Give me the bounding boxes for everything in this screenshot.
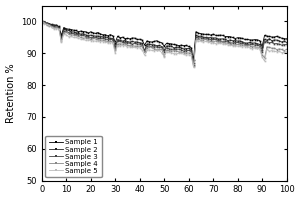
Sample 2: [94, 35, 98, 37]
Sample 4: [153, 47, 156, 50]
Sample 4: [40, 20, 44, 23]
Sample 5: [236, 45, 239, 47]
Line: Sample 5: Sample 5: [41, 20, 290, 68]
Line: Sample 4: Sample 4: [41, 21, 290, 67]
Sample 5: [287, 49, 291, 51]
Sample 3: [236, 41, 239, 44]
Line: Sample 1: Sample 1: [41, 20, 290, 61]
Y-axis label: Retention %: Retention %: [6, 63, 16, 123]
Sample 5: [192, 66, 195, 69]
Sample 5: [153, 50, 156, 52]
Sample 3: [216, 39, 220, 42]
Sample 4: [236, 43, 239, 46]
Sample 2: [153, 44, 156, 46]
Sample 1: [94, 32, 98, 35]
Sample 4: [192, 65, 195, 67]
Line: Sample 2: Sample 2: [41, 20, 290, 63]
Sample 4: [287, 46, 291, 48]
Sample 1: [153, 40, 156, 43]
Sample 3: [287, 41, 291, 43]
Line: Sample 3: Sample 3: [41, 21, 290, 66]
Sample 5: [216, 42, 220, 44]
Sample 5: [94, 40, 98, 42]
Sample 3: [153, 45, 156, 48]
Sample 1: [236, 37, 239, 39]
Sample 3: [40, 20, 44, 23]
Sample 4: [255, 46, 259, 49]
Sample 5: [255, 47, 259, 49]
Sample 3: [192, 63, 195, 66]
Sample 4: [94, 38, 98, 40]
Sample 3: [86, 36, 90, 38]
Sample 1: [216, 34, 220, 37]
Legend: Sample 1, Sample 2, Sample 3, Sample 4, Sample 5: Sample 1, Sample 2, Sample 3, Sample 4, …: [45, 136, 102, 177]
Sample 3: [255, 44, 259, 46]
Sample 1: [86, 32, 90, 34]
Sample 2: [40, 20, 44, 22]
Sample 2: [86, 34, 90, 37]
Sample 4: [216, 41, 220, 43]
Sample 2: [255, 42, 259, 45]
Sample 1: [40, 19, 44, 22]
Sample 5: [40, 20, 44, 22]
Sample 2: [192, 61, 195, 64]
Sample 2: [236, 40, 239, 42]
Sample 1: [255, 39, 259, 41]
Sample 1: [287, 34, 291, 37]
Sample 2: [287, 38, 291, 41]
Sample 2: [216, 38, 220, 40]
Sample 5: [86, 39, 90, 41]
Sample 3: [94, 36, 98, 39]
Sample 1: [192, 59, 195, 61]
Sample 4: [86, 37, 90, 40]
